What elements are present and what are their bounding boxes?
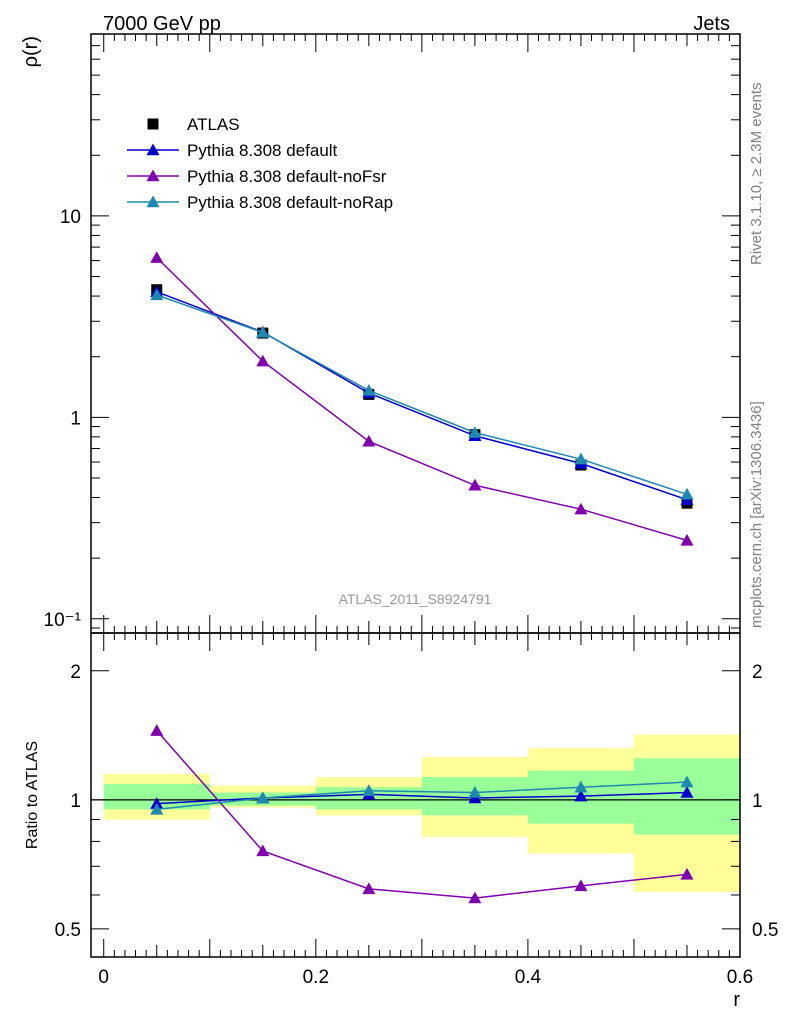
ratio-y-tick-label-right: 1 — [752, 791, 763, 812]
ratio-series-point-2 — [468, 786, 482, 798]
ratio-series-point-2 — [362, 784, 376, 796]
series-point-2 — [150, 251, 164, 263]
ratio-y-tick-label: 0.5 — [55, 920, 81, 941]
ratio-series-point-1 — [150, 724, 164, 736]
analysis-label: ATLAS_2011_S8924791 — [339, 591, 492, 607]
series-line-1 — [156, 291, 688, 501]
ratio-y-axis-label: Ratio to ATLAS — [24, 741, 41, 849]
ratio-series-point-2 — [150, 802, 164, 815]
x-tick-label: 0.6 — [727, 967, 753, 988]
x-axis-label: r — [733, 989, 740, 1011]
ratio-series-point-1 — [362, 882, 376, 895]
x-tick-label: 0.4 — [515, 967, 542, 988]
y-tick-label: 1 — [70, 408, 81, 429]
series-point-3 — [680, 487, 694, 500]
y-tick-label: 10 — [60, 207, 81, 228]
legend-marker — [146, 195, 160, 208]
ratio-series-line-2 — [156, 781, 688, 811]
main-y-axis-label: ρ(r) — [20, 36, 42, 67]
main-panel: 10 1 10⁻¹ — [44, 33, 741, 634]
series-point-2 — [468, 478, 482, 491]
ratio-series-point-2 — [680, 775, 694, 788]
legend-marker — [146, 169, 160, 182]
legend-label: Pythia 8.308 default-noFsr — [187, 167, 387, 186]
series-line-3 — [156, 294, 688, 495]
series-line-2 — [156, 257, 688, 542]
ratio-y-tick-label-right: 2 — [752, 662, 763, 683]
series-point-2 — [256, 354, 270, 367]
legend-marker — [147, 118, 159, 130]
legend-label: ATLAS — [187, 115, 240, 134]
ratio-y-tick-label: 2 — [70, 662, 81, 683]
legend-label: Pythia 8.308 default-noRap — [187, 193, 393, 212]
ratio-series-point-2 — [256, 791, 270, 804]
header-left: 7000 GeV pp — [103, 13, 221, 35]
series-point-2 — [574, 502, 588, 515]
ratio-series-point-2 — [574, 780, 588, 793]
ratio-series-point-1 — [468, 891, 482, 904]
ratio-series-point-1 — [256, 844, 270, 857]
x-tick-label: 0.2 — [303, 967, 329, 988]
ratio-series-line-1 — [156, 730, 688, 899]
series-point-3 — [574, 452, 588, 465]
ratio-series-point-0 — [680, 786, 694, 798]
series-point-2 — [680, 533, 694, 546]
series-point-3 — [150, 288, 164, 301]
header-right: Jets — [693, 13, 730, 35]
ratio-series-point-1 — [680, 867, 694, 880]
y-tick-label: 10⁻¹ — [44, 610, 82, 631]
x-tick-label: 0 — [98, 967, 109, 988]
ratio-y-tick-label: 1 — [70, 791, 81, 812]
series-point-3 — [468, 426, 482, 438]
series-point-2 — [362, 434, 376, 447]
ratio-frame — [90, 632, 741, 958]
mcplots-label: mcplots.cern.ch [arXiv:1306.3436] — [748, 401, 765, 628]
legend-marker — [146, 143, 160, 156]
legend: ATLAS Pythia 8.308 default Pythia 8.308 de… — [127, 115, 393, 212]
legend-label: Pythia 8.308 default — [187, 141, 338, 160]
ratio-series-line-0 — [156, 791, 688, 805]
ratio-series-point-0 — [574, 789, 588, 802]
ratio-series-point-1 — [574, 879, 588, 892]
ratio-panel: 2 2 1 1 0.5 0.5 0 0.2 0.4 0.6 — [55, 632, 778, 988]
ratio-y-tick-label-right: 0.5 — [752, 920, 778, 941]
rivet-label: Rivet 3.1.10, ≥ 2.3M events — [748, 83, 765, 266]
series-point-3 — [362, 383, 376, 396]
series-point-3 — [256, 325, 270, 338]
